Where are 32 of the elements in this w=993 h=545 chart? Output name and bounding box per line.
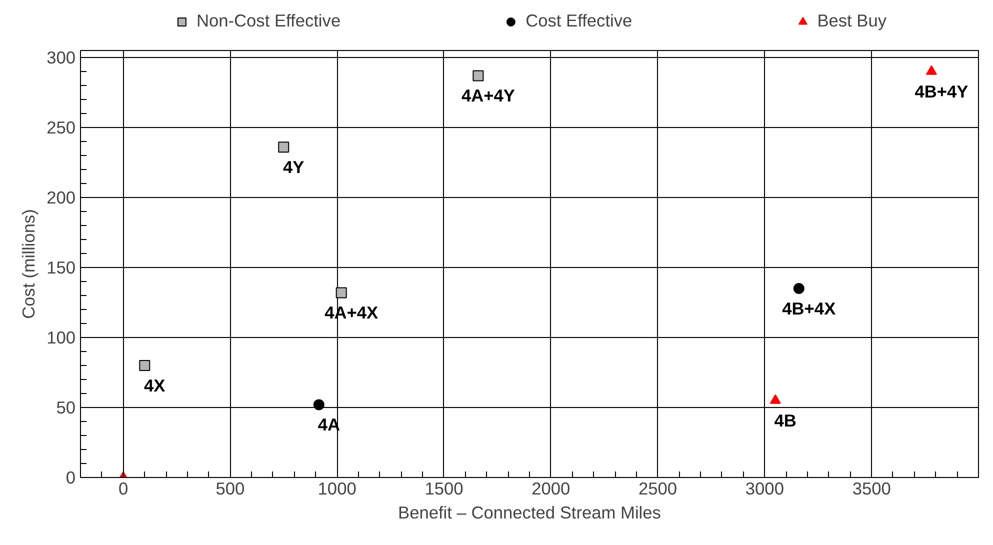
x-tick-label: 3500 [852, 478, 891, 498]
point [278, 142, 290, 153]
point [770, 394, 781, 404]
y-tick-label: 100 [46, 328, 76, 348]
annotation: 4A+4Y [461, 86, 516, 106]
legend-label: Best Buy [817, 10, 887, 32]
point [336, 287, 347, 298]
x-tick-label: 3000 [745, 478, 784, 498]
point [793, 283, 804, 294]
y-axis-title: Cost (millions) [18, 209, 39, 319]
x-tick-label: 500 [216, 478, 245, 498]
x-tick-label: 1500 [424, 478, 464, 498]
x-tick-label: 2000 [532, 478, 570, 498]
point [313, 399, 324, 410]
x-axis-title: Benefit – Connected Stream Miles [398, 502, 662, 522]
x-tick-label: 1000 [318, 478, 356, 498]
point [472, 70, 484, 82]
annotation: 4Y [283, 157, 305, 178]
y-tick-label: 150 [46, 258, 76, 278]
legend-label: Cost Effective [526, 10, 632, 32]
x-tick-label: 0 [118, 478, 128, 498]
annotation: 4B [774, 410, 796, 430]
point [139, 360, 150, 371]
legend-label: Non-Cost Effective [196, 10, 341, 32]
y-tick-label: 300 [46, 48, 76, 68]
annotation: 4B+4Y [914, 82, 969, 102]
annotation: 4X [144, 376, 166, 396]
y-tick-label: 200 [46, 188, 76, 208]
y-tick-label: 250 [46, 118, 76, 138]
x-tick-label: 2500 [638, 478, 678, 498]
annotation: 4B+4X [782, 298, 836, 318]
y-tick-label: 50 [56, 398, 76, 418]
